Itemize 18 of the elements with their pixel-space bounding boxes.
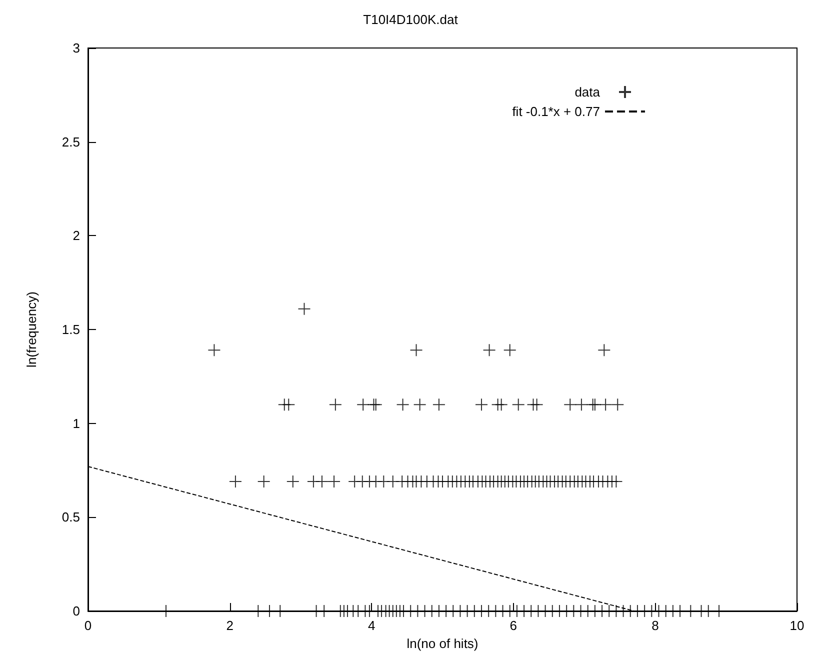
chart-title: T10I4D100K.dat [363, 12, 458, 27]
x-tick-label: 6 [510, 618, 518, 633]
legend-label: data [574, 84, 601, 100]
x-tick-label: 0 [84, 618, 92, 633]
x-tick-label: 4 [368, 618, 376, 633]
x-tick-label: 2 [226, 618, 234, 633]
y-tick-label: 3 [72, 40, 80, 56]
y-axis-title: ln(frequency) [24, 292, 39, 368]
x-tick-label: 8 [652, 618, 659, 633]
y-tick-label: 1.5 [62, 322, 80, 337]
y-tick-label: 0 [72, 604, 80, 618]
x-tick-label: 10 [790, 618, 804, 633]
y-tick-label: 1 [72, 416, 80, 431]
y-tick-label: 0.5 [62, 510, 80, 525]
x-axis-title: ln(no of hits) [406, 636, 478, 651]
y-tick-label: 2 [72, 228, 80, 244]
y-tick-label: 2.5 [62, 134, 80, 150]
legend-label: fit -0.1*x + 0.77 [512, 104, 600, 119]
